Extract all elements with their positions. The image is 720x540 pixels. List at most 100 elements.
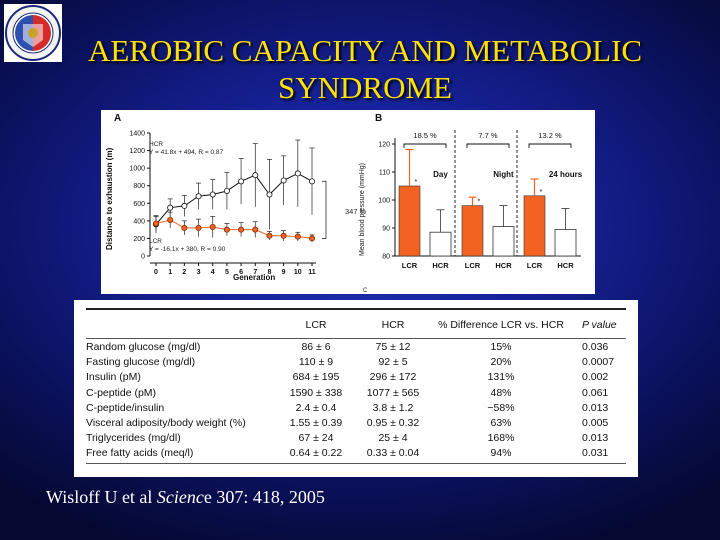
y-tick-label: 80 [382,254,390,261]
lcr-point [195,224,202,231]
row-label: C-peptide/insulin [86,401,165,414]
bar-label: HCR [495,261,512,270]
row-label: Triglycerides (mg/dl) [86,432,181,445]
p-value: 0.005 [582,417,609,429]
lcr-value: 0.64 ± 0.22 [289,447,343,460]
x-tick-label: 11 [308,269,316,276]
lcr-point [266,232,273,239]
row-label: Visceral adiposity/body weight (%) [86,417,246,429]
percent-difference: −58% [487,401,515,414]
hcr-value: 92 ± 5 [378,356,408,369]
lcr-bar [523,195,546,257]
panel-b-label: B [375,113,382,124]
hcr-point [195,193,202,200]
lcr-point [167,216,174,223]
group-name: Day [433,170,448,179]
lcr-point [181,224,188,231]
y-tick-label: 0 [141,254,145,261]
bar-label: HCR [557,261,574,270]
lcr-value: 684 ± 195 [292,371,340,384]
header-p-value: P value [582,319,617,331]
figure-svg: A HCR Y = 41.8x + 494, R = 0.87 LCR Y = … [105,113,583,294]
x-tick-label: 0 [154,269,158,276]
slide-title: AEROBIC CAPACITY AND METABOLIC SYNDROME [60,32,670,106]
y-tick-label: 100 [378,198,390,205]
lcr-value: 67 ± 24 [298,432,334,445]
hcr-label: HCR [149,141,163,148]
x-tick-label: 3 [197,269,201,276]
table-bottom-rule [86,463,626,464]
metabolic-table: LCR HCR % Difference LCR vs. HCR P value… [74,300,638,477]
group-name: Night [493,170,514,179]
citation-authors: Wisloff U et al [46,487,157,507]
x-tick-label: 9 [282,269,286,276]
lcr-value: 110 ± 9 [298,356,334,369]
citation-details: e 307: 418, 2005 [203,487,325,507]
hcr-bar [492,226,515,257]
hcr-point [209,191,216,198]
hcr-point [181,202,188,209]
panel-c-stub-label: C [363,288,368,294]
p-value: 0.0007 [582,356,615,369]
figure-panel: A HCR Y = 41.8x + 494, R = 0.87 LCR Y = … [101,110,595,294]
lcr-value: 86 ± 6 [301,341,331,353]
x-tick-label: 2 [182,269,186,276]
hcr-value: 75 ± 12 [375,341,411,353]
lcr-label: LCR [149,238,162,245]
hcr-point [238,178,245,185]
y-tick-label: 1200 [129,148,145,155]
y-tick-label: 400 [133,218,145,225]
hcr-equation: Y = 41.8x + 494, R = 0.87 [149,149,224,156]
group-bracket [528,143,572,148]
bar-label: LCR [465,261,481,270]
percent-difference: 15% [490,341,512,353]
university-seal-logo [4,4,62,62]
citation: Wisloff U et al Science 307: 418, 2005 [46,487,325,508]
lcr-value: 2.4 ± 0.4 [295,401,337,414]
table-header-rule [86,338,626,339]
table-top-rule [86,308,626,310]
y-tick-label: 110 [379,170,390,177]
group-name: 24 hours [549,170,583,179]
panel-a-chart: A HCR Y = 41.8x + 494, R = 0.87 LCR Y = … [105,113,367,282]
group-bracket [466,143,510,148]
citation-journal: Scienc [156,487,204,507]
percent-difference: 20% [490,356,512,369]
lcr-point [238,226,245,233]
y-tick-label: 800 [133,183,145,190]
hcr-value: 1077 ± 565 [366,386,420,399]
row-label: Fasting glucose (mg/dl) [86,356,196,369]
row-label: C-peptide (pM) [86,386,157,399]
header-percent-difference: % Difference LCR vs. HCR [438,319,564,331]
p-value: 0.013 [582,432,609,445]
lcr-value: 1590 ± 338 [289,386,343,399]
lcr-point [223,226,230,233]
title-line-2: SYNDROME [278,70,452,105]
lcr-point [153,220,160,227]
lcr-bar [398,185,421,257]
lcr-point [209,224,216,231]
hcr-point [294,170,301,177]
lcr-value: 1.55 ± 0.39 [289,417,343,429]
group-percent-label: 13.2 % [538,131,562,140]
p-value: 0.013 [582,401,609,414]
hcr-point [308,178,315,185]
significance-star: * [415,179,418,186]
y-tick-label: 1400 [129,131,145,138]
lcr-point [294,233,301,240]
hcr-bar [554,229,577,257]
percent-difference: 168% [487,432,515,445]
bar-label: LCR [527,261,543,270]
hcr-value: 296 ± 172 [369,371,417,384]
group-percent-label: 7.7 % [478,131,498,140]
lcr-point [280,232,287,239]
hcr-value: 25 ± 4 [378,432,408,445]
x-tick-label: 8 [268,269,272,276]
x-tick-label: 6 [239,269,243,276]
y-tick-label: 90 [382,226,390,233]
bar-label: LCR [402,261,418,270]
p-value: 0.031 [582,447,609,460]
hcr-point [266,191,273,198]
row-label: Insulin (pM) [86,371,141,384]
hcr-point [167,204,174,211]
